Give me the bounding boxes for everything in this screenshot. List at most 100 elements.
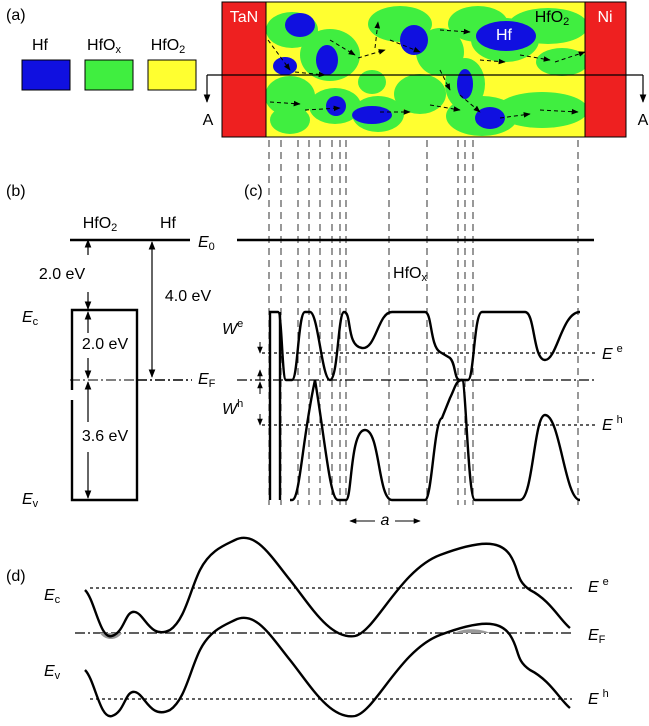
legend-base: HfO — [151, 37, 179, 54]
oxide-cluster — [394, 74, 446, 114]
electrode-label: TaN — [230, 9, 258, 26]
electrode — [221, 1, 267, 138]
level-base: E — [602, 417, 613, 434]
band-base: E — [22, 309, 33, 326]
matrix-label: HfO2 — [535, 9, 570, 28]
conduction-path — [519, 54, 551, 62]
fermi-label: EF — [588, 627, 606, 646]
oxide-cluster — [358, 70, 386, 94]
conduction-path — [329, 39, 356, 56]
band-base: E — [22, 491, 33, 508]
oxide-cluster — [270, 106, 310, 134]
band-base: E — [44, 663, 55, 680]
metal-cluster — [273, 57, 297, 75]
metal-cluster — [352, 106, 392, 124]
metal-cluster — [326, 96, 346, 116]
vacuum-base: E — [198, 234, 209, 251]
legend-base: HfO — [87, 37, 115, 54]
legend-label: Hf — [32, 37, 49, 54]
conduction-path — [439, 69, 451, 91]
level-base: E — [588, 579, 599, 596]
legend-label: HfOx — [87, 37, 121, 56]
shapes — [21, 1, 647, 718]
metal-cluster — [285, 13, 315, 37]
legend-base: Hf — [32, 37, 49, 54]
legend-swatch — [147, 59, 197, 91]
barrier-base: W — [222, 401, 239, 418]
band-sub: c — [33, 316, 39, 328]
fermi-sub: F — [209, 378, 216, 390]
metal-cluster — [476, 21, 536, 51]
band-sub: v — [33, 498, 39, 510]
valence-band — [278, 312, 581, 502]
level-sup: h — [603, 688, 609, 700]
energy-label: 2.0 eV — [82, 336, 129, 353]
conduction-path — [357, 49, 386, 59]
legend-swatch — [21, 59, 71, 91]
oxide-sub: 2 — [111, 222, 117, 234]
legend-swatch — [84, 59, 134, 91]
legend-label: HfO2 — [151, 37, 186, 56]
oxide-base: HfO — [393, 265, 421, 282]
energy-label: 3.6 eV — [82, 428, 129, 445]
electrode-label: Ni — [597, 9, 612, 26]
band-base: E — [44, 587, 55, 604]
metal-label: Hf — [160, 215, 177, 232]
conduction-path — [267, 39, 291, 71]
fermi-sub: F — [599, 634, 606, 646]
oxide-cluster — [265, 76, 315, 116]
metal-cluster — [475, 107, 505, 129]
conduction-path — [499, 112, 531, 119]
vacuum-sub: 0 — [209, 241, 215, 253]
electrode — [584, 1, 627, 138]
energy-label: 2.0 eV — [39, 266, 86, 283]
oxide-label: HfOx — [393, 265, 427, 284]
metal-cluster — [316, 45, 338, 75]
section-label: A — [203, 112, 214, 129]
barrier-base: W — [222, 321, 239, 338]
conduction-path — [269, 100, 301, 107]
conduction-band — [84, 536, 571, 638]
fermi-base: E — [588, 627, 599, 644]
barrier-label: We — [222, 318, 243, 338]
oxide-label: HfO2 — [83, 215, 118, 234]
band-label: Ec — [22, 309, 39, 328]
section-label: A — [638, 112, 649, 129]
panel-label: (b) — [6, 183, 26, 200]
conduction-path — [539, 108, 579, 115]
band-sub: c — [55, 594, 61, 606]
conduction-path — [294, 71, 326, 78]
level-sup: h — [617, 414, 623, 426]
conduction-path — [554, 51, 586, 63]
panel-label: (d) — [6, 568, 26, 585]
barrier-sup: h — [237, 398, 243, 410]
conduction-path — [389, 39, 421, 53]
barrier-sup: e — [237, 318, 243, 330]
band-sub: v — [55, 670, 61, 682]
level-base: E — [602, 346, 613, 363]
cluster-label: Hf — [496, 27, 513, 44]
conduction-path — [439, 28, 471, 35]
energy-label: 4.0 eV — [165, 288, 212, 305]
oxide-sub: x — [421, 272, 427, 284]
spacing-label: a — [381, 512, 390, 529]
conduction-path — [374, 21, 381, 49]
oxide-base: HfO — [83, 215, 111, 232]
panel-label: (c) — [244, 183, 263, 200]
valence-band — [84, 616, 571, 718]
matrix-base: HfO — [535, 9, 563, 26]
band-label: Ev — [44, 663, 61, 682]
conduction-path — [459, 94, 481, 113]
level-base: E — [588, 691, 599, 708]
legend-sub: x — [115, 44, 121, 56]
matrix-sub: 2 — [563, 16, 569, 28]
metal-cluster — [457, 69, 473, 99]
conduction-path — [429, 104, 461, 112]
level-sup: e — [603, 576, 609, 588]
